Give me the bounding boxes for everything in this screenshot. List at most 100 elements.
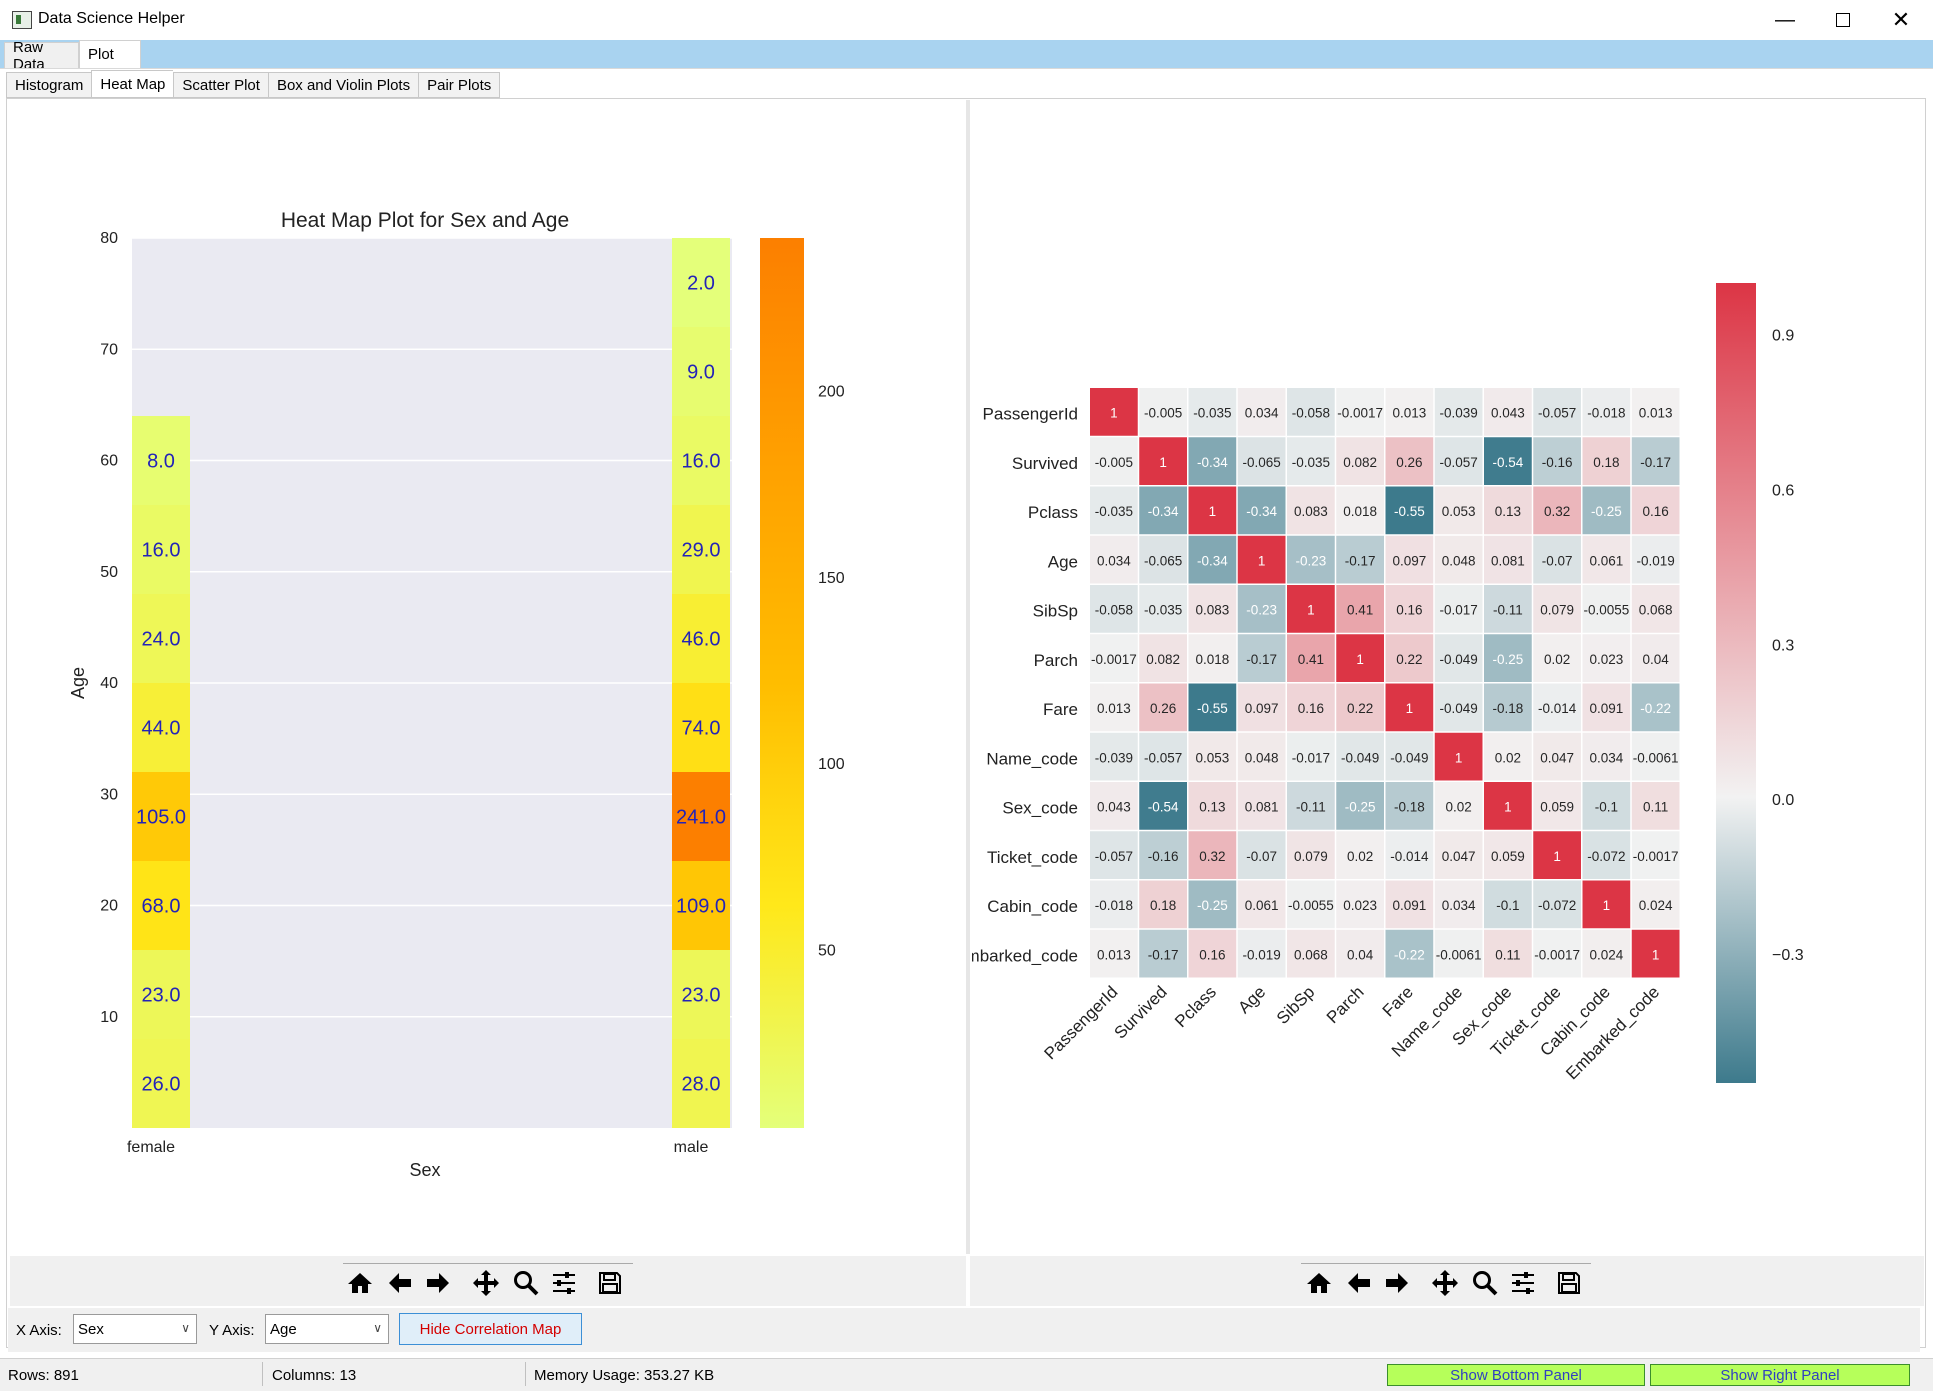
tab-pair-plots[interactable]: Pair Plots — [418, 72, 501, 98]
correlation-cell — [1434, 683, 1483, 732]
heatmap-cell — [672, 1039, 730, 1128]
correlation-value: -0.035 — [1292, 455, 1330, 470]
correlation-cell — [1139, 388, 1187, 436]
correlation-cell — [1385, 683, 1434, 732]
heatmap-cell — [132, 772, 190, 861]
correlation-cell — [1090, 634, 1138, 682]
y-axis-select[interactable]: Age ∨ — [265, 1314, 389, 1344]
maximize-icon[interactable] — [1814, 0, 1872, 40]
heatmap-cell — [672, 861, 730, 950]
save-icon[interactable] — [593, 1266, 627, 1300]
correlation-cell — [1631, 831, 1680, 879]
correlation-cell — [1336, 388, 1384, 436]
correlation-value: 0.079 — [1294, 849, 1328, 864]
back-arrow-icon[interactable] — [1342, 1266, 1376, 1300]
correlation-cell — [1434, 388, 1483, 436]
show-right-panel-button[interactable]: Show Right Panel — [1650, 1364, 1910, 1386]
zoom-icon[interactable] — [509, 1266, 543, 1300]
correlation-value: -0.035 — [1193, 406, 1231, 421]
correlation-value: -0.065 — [1144, 553, 1182, 568]
cell-value-label: 29.0 — [682, 540, 721, 562]
correlation-value: 0.41 — [1347, 603, 1373, 618]
heatmap-cell — [672, 505, 730, 594]
y-tick-label: 60 — [100, 453, 118, 470]
configure-icon[interactable] — [1506, 1266, 1540, 1300]
correlation-value: -0.17 — [1148, 947, 1179, 962]
correlation-cell — [1336, 929, 1384, 978]
save-icon[interactable] — [1552, 1266, 1586, 1300]
tab-scatter-plot[interactable]: Scatter Plot — [173, 72, 268, 98]
correlation-cell — [1582, 634, 1631, 682]
correlation-value: -0.11 — [1296, 800, 1326, 815]
correlation-cell — [1533, 880, 1581, 929]
correlation-value: 0.043 — [1491, 406, 1525, 421]
correlation-cell — [1385, 437, 1434, 485]
column-label: SibSp — [1273, 982, 1319, 1028]
correlation-value: 1 — [1110, 406, 1118, 421]
back-arrow-icon[interactable] — [383, 1266, 417, 1300]
column-label: Embarked_code — [1562, 982, 1663, 1083]
correlation-value: -0.34 — [1148, 504, 1179, 519]
correlation-value: 0.13 — [1199, 800, 1225, 815]
correlation-cell — [1090, 535, 1138, 584]
correlation-cell — [1188, 486, 1237, 535]
minimize-icon[interactable]: — — [1775, 8, 1795, 31]
correlation-value: -0.25 — [1345, 800, 1376, 815]
panel-splitter[interactable] — [966, 100, 970, 1254]
colorbar-tick-label: 0.6 — [1772, 482, 1794, 499]
correlation-value: 0.083 — [1195, 603, 1229, 618]
chart-title: Heat Map Plot for Sex and Age — [281, 209, 569, 232]
tab-box-violin-plots[interactable]: Box and Violin Plots — [267, 72, 419, 98]
hide-correlation-map-button[interactable]: Hide Correlation Map — [399, 1313, 582, 1345]
correlation-cell — [1385, 880, 1434, 929]
cell-value-label: 241.0 — [676, 807, 726, 829]
show-bottom-panel-button[interactable]: Show Bottom Panel — [1387, 1364, 1645, 1386]
tab-histogram[interactable]: Histogram — [6, 72, 92, 98]
heatmap-cell — [132, 683, 190, 772]
correlation-value: 0.018 — [1343, 504, 1377, 519]
column-label: Survived — [1110, 982, 1170, 1042]
correlation-value: -0.17 — [1640, 455, 1671, 470]
correlation-value: -0.017 — [1292, 750, 1330, 765]
correlation-cell — [1434, 634, 1483, 682]
tab-heat-map[interactable]: Heat Map — [91, 70, 174, 98]
forward-arrow-icon[interactable] — [421, 1266, 455, 1300]
correlation-value: -0.18 — [1492, 701, 1523, 716]
correlation-cell — [1631, 732, 1680, 781]
close-icon[interactable]: ✕ — [1891, 7, 1911, 32]
home-icon[interactable] — [1302, 1266, 1336, 1300]
correlation-cell — [1188, 388, 1237, 436]
correlation-cell — [1631, 585, 1680, 633]
forward-arrow-icon[interactable] — [1380, 1266, 1414, 1300]
correlation-cell — [1631, 929, 1680, 978]
colorbar — [760, 238, 804, 1128]
pan-icon[interactable] — [469, 1266, 503, 1300]
tab-plot[interactable]: Plot — [79, 40, 141, 68]
correlation-value: 1 — [1406, 701, 1414, 716]
heatmap-cell — [132, 594, 190, 683]
correlation-cell — [1434, 585, 1483, 633]
correlation-value: -0.54 — [1148, 800, 1179, 815]
correlation-value: -0.049 — [1439, 701, 1477, 716]
x-tick-label: female — [127, 1139, 175, 1156]
correlation-value: -0.049 — [1439, 652, 1477, 667]
correlation-cell — [1484, 683, 1532, 732]
row-label: PassengerId — [983, 405, 1078, 424]
correlation-cell — [1090, 437, 1138, 485]
columns-count: Columns: 13 — [272, 1367, 357, 1384]
correlation-value: 0.068 — [1294, 947, 1328, 962]
correlation-value: -0.34 — [1197, 455, 1228, 470]
correlation-value: 0.18 — [1150, 898, 1176, 913]
x-axis-select[interactable]: Sex ∨ — [73, 1314, 197, 1344]
correlation-value: -0.22 — [1640, 701, 1671, 716]
tab-raw-data[interactable]: Raw Data — [4, 39, 79, 73]
home-icon[interactable] — [343, 1266, 377, 1300]
sex-age-heatmap: Heat Map Plot for Sex and Age 26.0 23.0 68… — [68, 209, 845, 1180]
zoom-icon[interactable] — [1468, 1266, 1502, 1300]
correlation-cell — [1287, 929, 1335, 978]
correlation-cell — [1336, 732, 1384, 781]
x-axis-label: Sex — [409, 1160, 440, 1180]
configure-icon[interactable] — [547, 1266, 581, 1300]
correlation-cell — [1090, 782, 1138, 830]
pan-icon[interactable] — [1428, 1266, 1462, 1300]
